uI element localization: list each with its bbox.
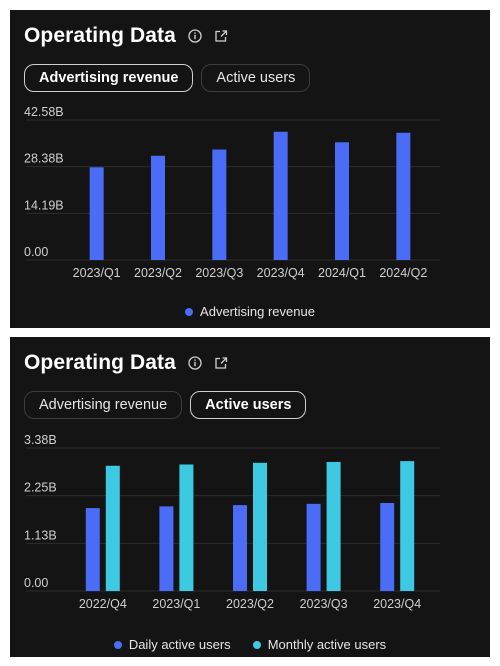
legend-label: Advertising revenue xyxy=(200,304,315,319)
bar-advertising-revenue xyxy=(89,167,104,260)
x-tick-label: 2023/Q3 xyxy=(195,266,243,280)
panel-title: Operating Data xyxy=(24,351,176,374)
panel-header: Operating Data xyxy=(24,22,228,50)
tab-advertising-revenue[interactable]: Advertising revenue xyxy=(24,391,183,419)
y-tick-label: 2.25B xyxy=(24,481,57,495)
x-tick-label: 2023/Q1 xyxy=(152,597,200,611)
x-tick-label: 2023/Q3 xyxy=(300,597,348,611)
legend-swatch xyxy=(185,307,194,316)
y-tick-label: 42.58B xyxy=(24,105,64,119)
bar-daily-active-users xyxy=(159,506,174,591)
x-tick-label: 2023/Q2 xyxy=(134,266,182,280)
bar-advertising-revenue xyxy=(212,149,227,260)
operating-data-panel-users: Operating Data Advertising revenue Activ… xyxy=(10,337,490,657)
x-tick-label: 2022/Q4 xyxy=(79,597,127,611)
share-icon[interactable] xyxy=(214,29,228,43)
bar-monthly-active-users xyxy=(179,464,194,591)
tab-group: Advertising revenue Active users xyxy=(24,391,307,419)
bar-advertising-revenue xyxy=(335,142,349,260)
bar-advertising-revenue xyxy=(396,132,411,260)
bar-monthly-active-users xyxy=(105,465,120,591)
info-icon[interactable] xyxy=(188,356,202,370)
tab-active-users[interactable]: Active users xyxy=(190,391,307,419)
legend-swatch xyxy=(252,640,261,649)
panel-title: Operating Data xyxy=(24,24,176,47)
x-tick-label: 2023/Q4 xyxy=(373,597,421,611)
x-tick-label: 2024/Q2 xyxy=(379,266,427,280)
legend-item-daily-active-users[interactable]: Daily active users xyxy=(113,637,231,652)
bar-monthly-active-users xyxy=(253,462,267,591)
info-icon[interactable] xyxy=(188,29,202,43)
chart-legend: Daily active users Monthly active users xyxy=(10,637,490,652)
bar-monthly-active-users xyxy=(400,461,415,591)
tab-advertising-revenue[interactable]: Advertising revenue xyxy=(24,64,194,92)
chart-legend: Advertising revenue xyxy=(10,304,490,319)
operating-data-panel-revenue: Operating Data Advertising revenue Activ… xyxy=(10,10,490,328)
y-tick-label: 0.00 xyxy=(24,576,48,590)
bar-advertising-revenue xyxy=(151,155,165,260)
share-icon[interactable] xyxy=(214,356,228,370)
x-tick-label: 2023/Q1 xyxy=(73,266,121,280)
tab-group: Advertising revenue Active users xyxy=(24,64,311,92)
bar-advertising-revenue xyxy=(273,131,288,260)
bar-daily-active-users xyxy=(306,503,321,591)
x-tick-label: 2024/Q1 xyxy=(318,266,366,280)
y-tick-label: 28.38B xyxy=(24,152,64,166)
legend-item-advertising-revenue[interactable]: Advertising revenue xyxy=(185,304,315,319)
bar-daily-active-users xyxy=(85,508,100,591)
y-tick-label: 1.13B xyxy=(24,528,57,542)
legend-item-monthly-active-users[interactable]: Monthly active users xyxy=(252,637,387,652)
y-tick-label: 14.19B xyxy=(24,198,64,212)
tab-active-users[interactable]: Active users xyxy=(201,64,311,92)
legend-swatch xyxy=(113,640,122,649)
active-users-chart: 0.00 1.13B 2.25B 3.38B 2022/Q4 2023/Q1 2023/Q2… xyxy=(24,433,440,611)
panel-header: Operating Data xyxy=(24,349,228,377)
bar-daily-active-users xyxy=(233,505,247,591)
bar-daily-active-users xyxy=(380,503,395,591)
x-tick-label: 2023/Q2 xyxy=(226,597,274,611)
y-tick-label: 3.38B xyxy=(24,433,57,447)
legend-label: Daily active users xyxy=(128,637,231,652)
bar-monthly-active-users xyxy=(326,461,341,591)
y-tick-label: 0.00 xyxy=(24,245,48,259)
legend-label: Monthly active users xyxy=(267,637,387,652)
x-tick-label: 2023/Q4 xyxy=(257,266,305,280)
advertising-revenue-chart: 0.00 14.19B 28.38B 42.58B 2023/Q1 2023/Q2 2023… xyxy=(24,105,440,280)
